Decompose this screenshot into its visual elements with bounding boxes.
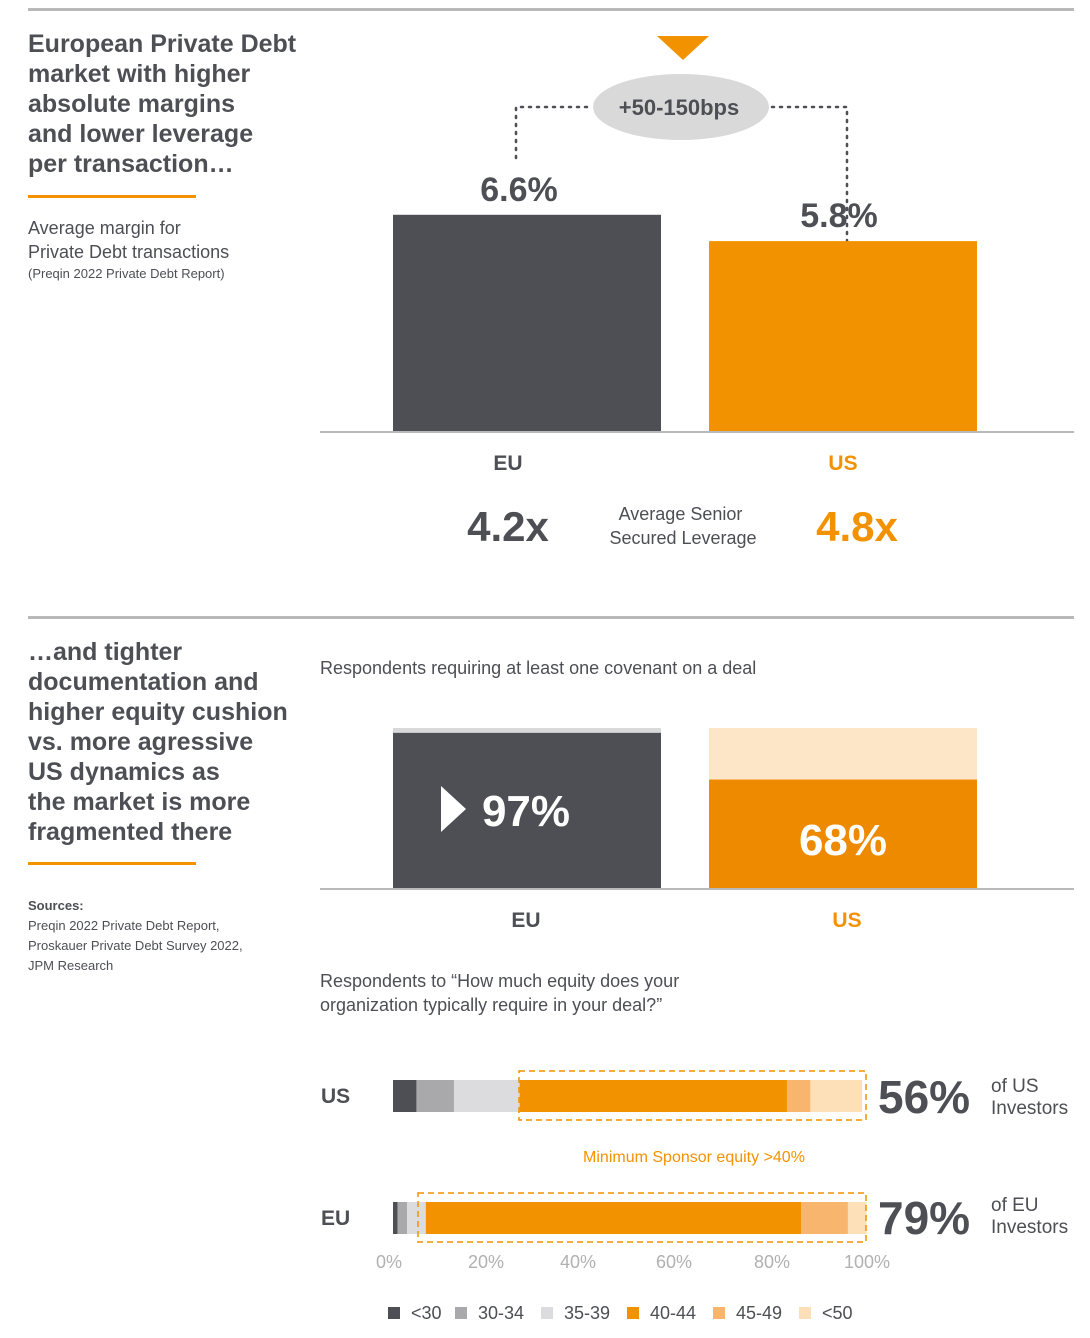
margin-category-labels: EU US — [493, 452, 857, 475]
equity-segment-eu — [847, 1202, 867, 1234]
section1-heading: European Private Debt market with higher… — [28, 30, 297, 178]
equity-category-labels: US EU — [321, 1085, 350, 1230]
legend-swatch — [799, 1307, 811, 1319]
equity-segment-us — [519, 1080, 787, 1112]
spread-triangle-icon — [657, 36, 709, 60]
covenant-bar-eu — [393, 732, 661, 889]
legend-swatch — [713, 1307, 725, 1319]
eu-min-equity-box — [417, 1192, 867, 1243]
equity-tick-label: 100% — [844, 1252, 890, 1272]
spread-label: +50-150bps — [619, 95, 739, 120]
equity-segment-us — [786, 1080, 811, 1112]
eu-share-label: of EU Investors — [991, 1195, 1068, 1238]
us-share-label-line1: of US — [991, 1076, 1039, 1097]
equity-segment-eu — [425, 1202, 802, 1234]
spread-connector — [514, 105, 849, 290]
top-rule — [28, 8, 1074, 11]
covenant-remainder-eu — [393, 728, 661, 733]
equity-segment-us — [453, 1080, 520, 1112]
us-share-value: 56% — [878, 1071, 970, 1123]
equity-question: Respondents to “How much equity does you… — [320, 971, 684, 1015]
margin-category-us: US — [828, 452, 857, 475]
equity-tick-label: 0% — [376, 1252, 402, 1272]
margin-bars: 6.6% 5.8% — [393, 171, 977, 432]
equity-tick-label: 40% — [560, 1252, 596, 1272]
covenant-value-label-us: 68% — [799, 816, 887, 865]
margin-value-label-us: 5.8% — [800, 197, 878, 235]
covenant-remainder-us — [709, 728, 977, 780]
equity-question-line1: Respondents to “How much equity does you… — [320, 971, 679, 991]
margin-category-eu: EU — [493, 452, 522, 475]
section1-underline — [28, 195, 196, 198]
us-share-label-line2: Investors — [991, 1098, 1068, 1119]
equity-segment-us — [810, 1080, 862, 1112]
covenant-category-eu: EU — [511, 909, 540, 932]
legend-label: <50 — [822, 1303, 853, 1323]
equity-segment-eu — [397, 1202, 408, 1234]
covenant-category-us: US — [832, 909, 861, 932]
covenant-category-labels: EU US — [511, 909, 861, 932]
section1-subtitle: Average margin for Private Debt transact… — [28, 218, 230, 262]
eu-covenant-arrow-icon — [441, 786, 466, 832]
legend-swatch — [388, 1307, 400, 1319]
margin-bar-us — [709, 241, 977, 432]
us-leverage-value: 4.8x — [816, 503, 898, 550]
eu-share-label-line1: of EU — [991, 1195, 1039, 1216]
equity-question-line2: organization typically require in your d… — [320, 995, 662, 1015]
leverage-label-line2: Secured Leverage — [609, 528, 756, 548]
equity-axis-ticks: 0% 20% 40% 60% 80% 100% — [376, 1252, 890, 1272]
min-equity-note: Minimum Sponsor equity >40% — [583, 1149, 805, 1166]
equity-tick-label: 80% — [754, 1252, 790, 1272]
legend-label: 45-49 — [736, 1303, 782, 1323]
covenant-chart-title: Respondents requiring at least one coven… — [320, 658, 756, 678]
eu-share-label-line2: Investors — [991, 1217, 1068, 1238]
source-line-3: JPM Research — [28, 958, 114, 973]
equity-stacked-bars — [393, 1080, 867, 1234]
margin-chart: +50-150bps 6.6% 5.8% EU US 4.2x 4.8x Avera… — [320, 36, 1074, 550]
covenant-bar-us — [709, 779, 977, 889]
equity-segment-eu — [801, 1202, 848, 1234]
equity-segment-us — [393, 1080, 417, 1112]
legend-swatch — [541, 1307, 553, 1319]
covenant-bars: 97% 68% — [393, 728, 977, 889]
equity-tick-label: 60% — [656, 1252, 692, 1272]
us-share-label: of US Investors — [991, 1076, 1068, 1119]
equity-chart: Respondents to “How much equity does you… — [320, 971, 1068, 1323]
covenant-chart: Respondents requiring at least one coven… — [320, 658, 1074, 932]
section2-underline — [28, 862, 196, 865]
source-line-2: Proskauer Private Debt Survey 2022, — [28, 938, 243, 953]
equity-category-us: US — [321, 1085, 350, 1108]
section2-heading: …and tighter documentation and higher eq… — [28, 638, 288, 846]
legend-label: 30-34 — [478, 1303, 524, 1323]
legend-swatch — [627, 1307, 639, 1319]
equity-segment-us — [416, 1080, 454, 1112]
equity-segment-eu — [393, 1202, 398, 1234]
eu-leverage-value: 4.2x — [467, 503, 549, 550]
leverage-label-line1: Average Senior — [619, 504, 743, 524]
margin-value-label-eu: 6.6% — [480, 171, 558, 209]
margin-bar-eu — [393, 214, 661, 432]
eu-share-value: 79% — [878, 1192, 970, 1244]
leverage-label: Average Senior Secured Leverage — [609, 504, 756, 548]
middle-rule — [28, 616, 1074, 619]
sources-title: Sources: — [28, 898, 84, 913]
equity-category-eu: EU — [321, 1207, 350, 1230]
equity-legend: <30 30-34 35-39 40-44 45-49 <50 — [388, 1303, 853, 1323]
source-line-1: Preqin 2022 Private Debt Report, — [28, 918, 220, 933]
legend-label: <30 — [411, 1303, 442, 1323]
legend-label: 40-44 — [650, 1303, 696, 1323]
covenant-value-label-eu: 97% — [482, 787, 570, 836]
legend-label: 35-39 — [564, 1303, 610, 1323]
us-min-equity-box — [518, 1070, 867, 1121]
legend-swatch — [455, 1307, 467, 1319]
equity-tick-label: 20% — [468, 1252, 504, 1272]
spread-bubble — [593, 74, 769, 140]
equity-segment-eu — [407, 1202, 426, 1234]
section1-source: (Preqin 2022 Private Debt Report) — [28, 266, 225, 281]
